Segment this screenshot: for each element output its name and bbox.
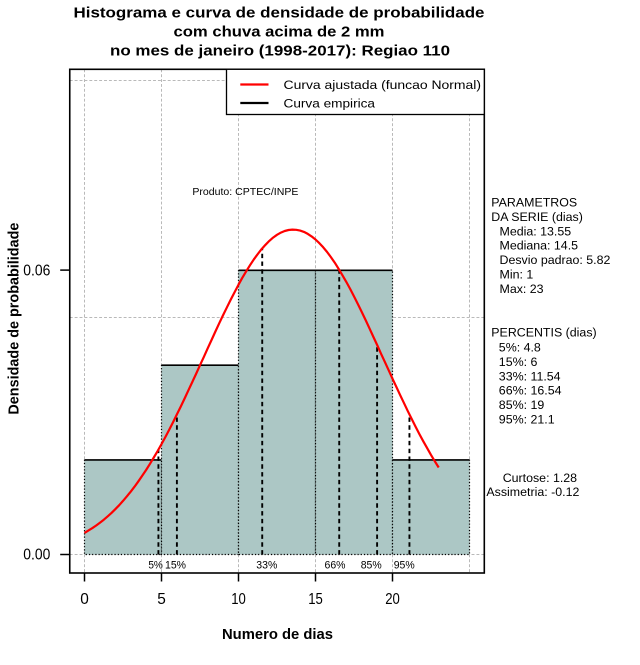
svg-text:10: 10 xyxy=(231,591,246,608)
svg-text:no mes de janeiro (1998-2017):: no mes de janeiro (1998-2017): Regiao 11… xyxy=(110,44,450,60)
svg-text:PERCENTIS (dias): PERCENTIS (dias) xyxy=(491,326,596,340)
svg-text:Densidade de probabilidade: Densidade de probabilidade xyxy=(6,223,23,415)
svg-text:Curva empirica: Curva empirica xyxy=(284,96,376,110)
svg-text:Max: 23: Max: 23 xyxy=(500,282,544,296)
svg-text:66%: 66% xyxy=(325,560,346,572)
svg-text:95%: 21.1: 95%: 21.1 xyxy=(499,413,555,427)
svg-text:15%: 15% xyxy=(165,560,186,572)
svg-text:Desvio padrao: 5.82: Desvio padrao: 5.82 xyxy=(500,253,611,267)
svg-text:PARAMETROS: PARAMETROS xyxy=(491,196,577,210)
svg-text:DA SERIE (dias): DA SERIE (dias) xyxy=(491,210,583,224)
svg-text:Histograma e curva de densidad: Histograma e curva de densidade de proba… xyxy=(74,6,485,22)
svg-text:33%: 33% xyxy=(256,560,277,572)
svg-text:Mediana: 14.5: Mediana: 14.5 xyxy=(500,239,579,253)
svg-text:Assimetria: -0.12: Assimetria: -0.12 xyxy=(486,485,579,499)
svg-text:66%: 16.54: 66%: 16.54 xyxy=(499,384,562,398)
svg-text:Produto: CPTEC/INPE: Produto: CPTEC/INPE xyxy=(192,186,298,198)
svg-text:85%: 19: 85%: 19 xyxy=(499,398,545,412)
svg-text:0.00: 0.00 xyxy=(23,547,50,564)
svg-text:20: 20 xyxy=(385,591,400,608)
svg-text:com chuva acima de 2 mm: com chuva acima de 2 mm xyxy=(174,25,385,41)
svg-text:0.06: 0.06 xyxy=(23,262,50,279)
svg-text:5%: 4.8: 5%: 4.8 xyxy=(499,341,541,355)
svg-text:Media: 13.55: Media: 13.55 xyxy=(500,224,572,238)
svg-text:5: 5 xyxy=(157,591,166,608)
svg-text:33%: 11.54: 33%: 11.54 xyxy=(499,369,561,383)
svg-text:15: 15 xyxy=(308,591,323,608)
svg-text:Numero de dias: Numero de dias xyxy=(222,626,333,643)
svg-text:Min: 1: Min: 1 xyxy=(500,268,534,282)
svg-text:Curva ajustada (funcao Normal): Curva ajustada (funcao Normal) xyxy=(284,78,482,92)
svg-text:0: 0 xyxy=(80,591,89,608)
svg-text:5%: 5% xyxy=(148,560,163,572)
svg-text:15%: 6: 15%: 6 xyxy=(499,355,538,369)
svg-text:Curtose: 1.28: Curtose: 1.28 xyxy=(503,471,577,485)
svg-text:85%: 85% xyxy=(361,560,382,572)
svg-text:95%: 95% xyxy=(394,560,415,572)
